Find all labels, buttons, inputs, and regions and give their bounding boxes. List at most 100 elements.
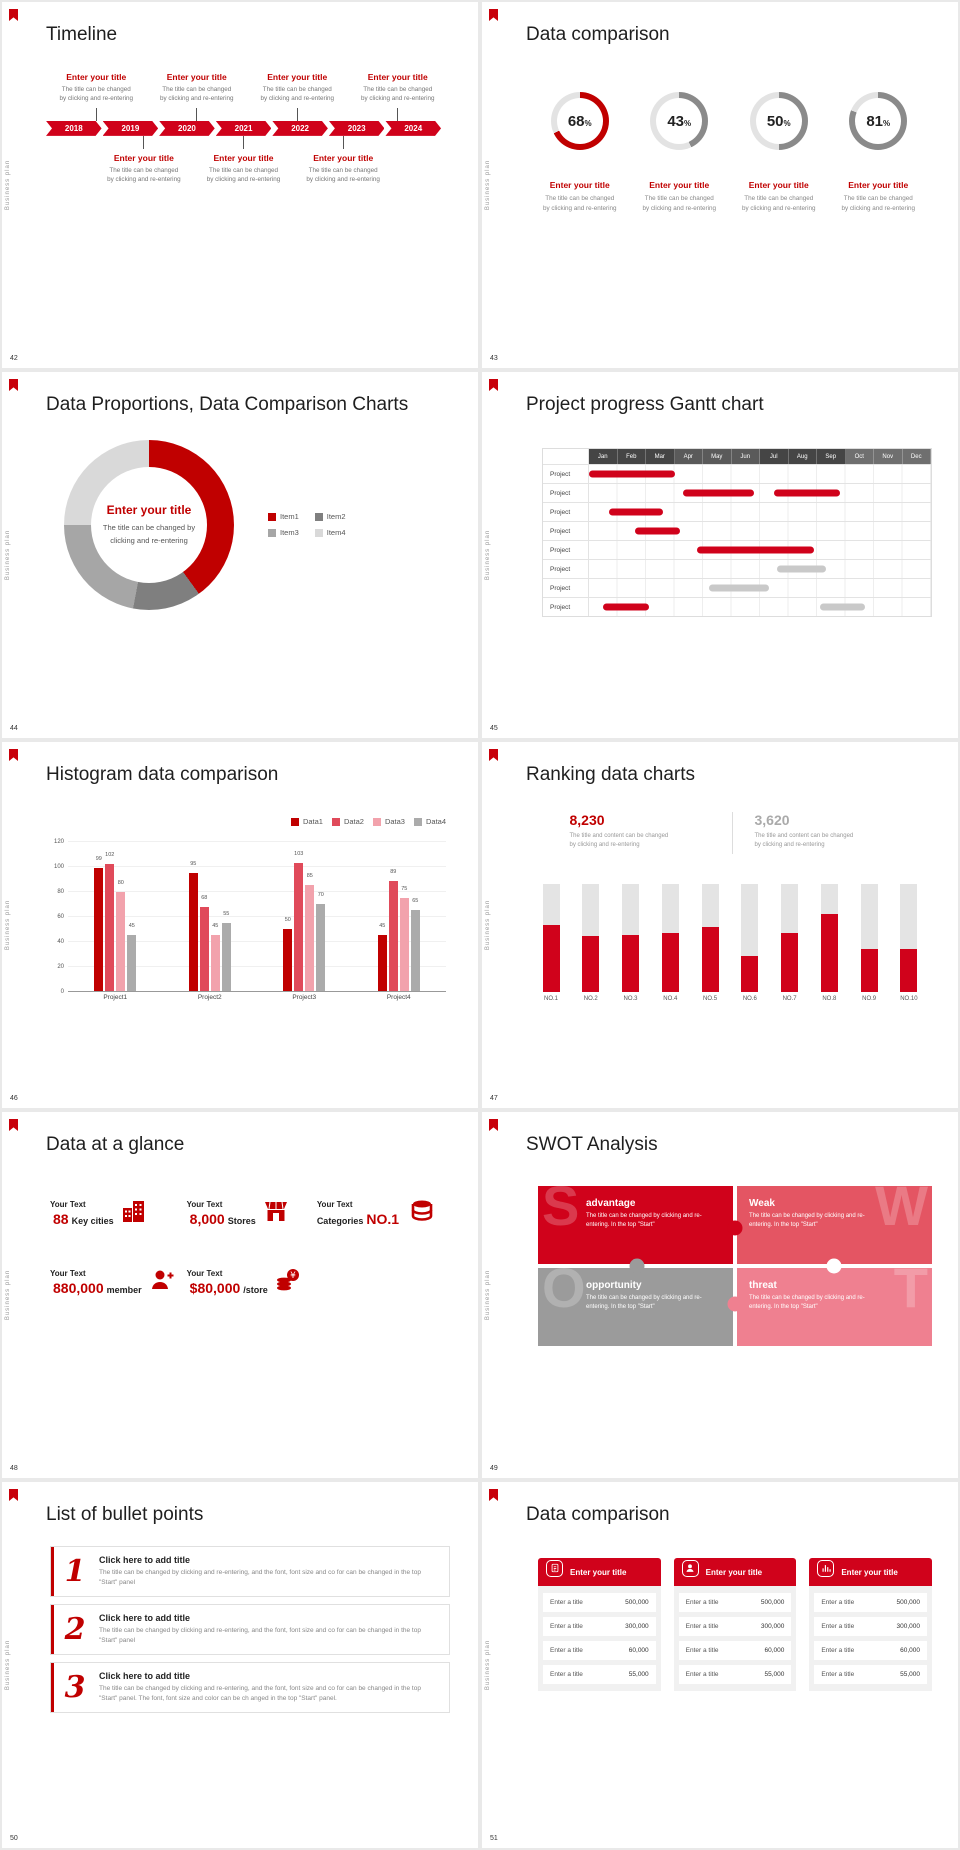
bar-wrap: 89: [388, 842, 398, 991]
stat-stores: Your Text 8,000 Stores: [187, 1200, 317, 1229]
bullet-title: Click here to add title: [99, 1613, 191, 1624]
bar-track: [661, 884, 679, 992]
ring-caption: Enter your title The title can be change…: [729, 180, 829, 214]
coins-icon: ¥: [275, 1267, 301, 1298]
gantt-bar: [774, 489, 840, 497]
slide-42-timeline[interactable]: Business plan Timeline Enter your title …: [2, 2, 478, 368]
ring-number: 43: [667, 112, 685, 130]
slide-number: 50: [10, 1835, 18, 1842]
rank-bar: NO.7: [779, 884, 801, 1002]
bar-track: [781, 884, 799, 992]
legend-item: Data1: [290, 818, 323, 826]
data-row: Enter a title 60,000: [543, 1641, 656, 1660]
slide-47-ranking[interactable]: Business plan Ranking data charts 8,230 …: [482, 742, 958, 1108]
slide-title: Timeline: [46, 24, 118, 45]
item-line: by clicking and re-entering: [642, 204, 716, 212]
gantt-row-label: Project: [543, 541, 589, 559]
bullet-list: 1 Click here to add title The title can …: [50, 1546, 450, 1714]
donut-legend: Item1 Item2 Item3 Item4: [268, 513, 346, 537]
slide-44-data-proportions[interactable]: Business plan Data Proportions, Data Com…: [2, 372, 478, 738]
stat-value: 8,230: [569, 812, 605, 828]
swot-quadrant-title: threat: [749, 1280, 777, 1291]
gantt-head: Jan Feb Mar Apr May Jun Jul Aug Sep Oct Nov Dec: [543, 449, 931, 464]
bar-value: 102: [105, 852, 115, 859]
stat-line: by clicking and re-entering: [754, 842, 825, 849]
timeline-item: Enter your title The title can be change…: [247, 72, 348, 121]
slide-45-gantt[interactable]: Business plan Project progress Gantt cha…: [482, 372, 958, 738]
bullet-body: Click here to add title The title can be…: [99, 1613, 437, 1646]
slide-48-data-at-a-glance[interactable]: Business plan Data at a glance Your Text…: [2, 1112, 478, 1478]
stat-text: Your Text $80,000 /store: [187, 1269, 268, 1296]
ring-caption: Enter your title The title can be change…: [829, 180, 929, 214]
legend-item: Data3: [372, 818, 405, 826]
item-title: Enter your title: [848, 180, 909, 190]
doc-icon: [546, 1559, 563, 1577]
stat-suffix: member: [106, 1285, 142, 1295]
gantt-month-cell: Apr: [674, 449, 703, 464]
item-line: The title can be changed: [61, 86, 131, 93]
row-label: Enter a title: [685, 1671, 719, 1678]
item-line: The title can be changed: [308, 166, 378, 174]
data-row: Enter a title 300,000: [814, 1617, 928, 1636]
stat-text: Your Text 880,000 member: [50, 1269, 142, 1296]
bar-wrap: 75: [399, 842, 409, 991]
item-line: The title can be changed: [162, 86, 232, 93]
bar-groups: 99 102 80 45 Project1 95 68 45 55 Project2 50 103 85…: [68, 842, 446, 1001]
bar-value: 50: [284, 916, 291, 923]
timeline-year: 2023: [329, 121, 385, 136]
timeline-year: 2020: [159, 121, 215, 136]
item-title: Enter your title: [748, 180, 809, 190]
rank-label: NO.8: [822, 996, 837, 1002]
item-title: Enter your title: [313, 152, 374, 163]
puzzle-knob: [629, 1258, 644, 1274]
slide-43-data-comparison[interactable]: Business plan Data comparison 68% 43% 50% 8…: [482, 2, 958, 368]
donut-center-line: clicking and re-entering: [110, 535, 188, 545]
slide-46-histogram[interactable]: Business plan Histogram data comparison …: [2, 742, 478, 1108]
gantt-month-cell: Feb: [617, 449, 646, 464]
legend-label: Data2: [343, 817, 364, 827]
gantt-bar: [777, 565, 826, 573]
user-icon: [681, 1559, 699, 1577]
gantt-month-cell: Sep: [817, 449, 846, 464]
slide-51-data-comparison-table[interactable]: Business plan Data comparison Enter your…: [482, 1482, 958, 1848]
rank-bar: NO.4: [659, 884, 681, 1002]
swot-letter: T: [893, 1268, 928, 1319]
brand-logo-icon: [489, 1489, 498, 1501]
slide-49-swot[interactable]: Business plan SWOT Analysis S advantage …: [482, 1112, 958, 1478]
bullet-number: 2: [64, 1612, 86, 1648]
swot-grid: S advantage The title can be changed by …: [538, 1186, 932, 1346]
compare-column: Enter your title Enter a title 500,000 Ente…: [673, 1558, 797, 1691]
slide-50-bullet-list[interactable]: Business plan List of bullet points 1 Cl…: [2, 1482, 478, 1848]
gantt-row-label: Project: [543, 465, 589, 483]
ring-unit: %: [684, 119, 692, 128]
bar: [94, 868, 104, 991]
gridline: [68, 866, 446, 867]
row-value: 300,000: [896, 1623, 921, 1630]
y-tick-label: 0: [60, 989, 64, 995]
column-body: Enter a title 500,000 Enter a title 300,000…: [673, 1586, 797, 1691]
accent-bar: [51, 1547, 54, 1597]
side-label: Business plan: [485, 529, 491, 581]
timeline-item: Enter your title The title can be change…: [348, 72, 449, 121]
bullet-body: Click here to add title The title can be…: [99, 1555, 437, 1588]
timeline-item: Enter your title The title can be change…: [94, 136, 194, 185]
bar: [116, 891, 126, 991]
side-label: Business plan: [5, 1269, 11, 1321]
bar-wrap: 99: [94, 842, 104, 991]
timeline-item: Enter your title The title can be change…: [46, 72, 147, 121]
gantt-month-cell: May: [703, 449, 732, 464]
timeline-year: 2022: [272, 121, 328, 136]
data-row: Enter a title 55,000: [678, 1665, 792, 1684]
category-label: Project4: [386, 994, 411, 1001]
legend-label: Data4: [425, 817, 446, 827]
bar-fill: [542, 925, 560, 992]
slide-number: 46: [10, 1095, 18, 1102]
legend-item: Item1: [268, 513, 299, 521]
rank-label: NO.10: [900, 996, 918, 1002]
donut-chart: Enter your title The title can be change…: [64, 440, 234, 610]
slide-number: 44: [10, 725, 18, 732]
stat-line: 880,000 member: [50, 1280, 142, 1296]
bar-wrap: 68: [199, 842, 209, 991]
brand-logo-icon: [9, 1119, 18, 1131]
brand-logo-icon: [9, 749, 18, 761]
